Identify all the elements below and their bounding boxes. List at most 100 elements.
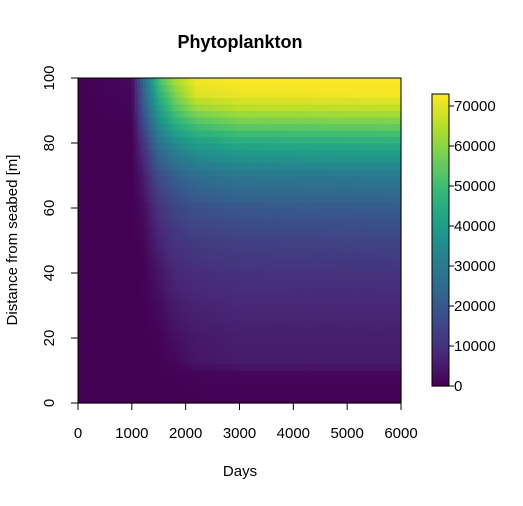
heatmap-cell [309, 370, 313, 378]
heatmap-cell [169, 383, 173, 391]
heatmap-cell [328, 377, 332, 385]
heatmap-cell [263, 351, 268, 359]
heatmap-cell [277, 117, 281, 125]
heatmap-cell [341, 234, 346, 242]
heatmap-cell [193, 292, 198, 300]
heatmap-cell [102, 338, 106, 346]
heatmap-cell [314, 169, 319, 177]
heatmap-cell [282, 149, 286, 157]
heatmap-cell [104, 143, 109, 151]
heatmap-cell [212, 104, 216, 112]
heatmap-cell [215, 377, 219, 385]
heatmap-cell [204, 325, 208, 333]
heatmap-cell [325, 390, 329, 398]
heatmap-cell [142, 234, 146, 242]
heatmap-cell [279, 208, 284, 216]
heatmap-cell [312, 143, 316, 151]
heatmap-cell [212, 221, 216, 229]
heatmap-cell [255, 201, 259, 209]
heatmap-cell [164, 247, 168, 255]
heatmap-cell [169, 357, 173, 365]
heatmap-cell [199, 110, 203, 118]
heatmap-cell [88, 260, 93, 268]
heatmap-cell [161, 84, 165, 92]
heatmap-cell [199, 325, 203, 333]
heatmap-cell [139, 266, 144, 274]
heatmap-cell [193, 325, 198, 333]
heatmap-cell [112, 240, 117, 248]
heatmap-cell [131, 240, 136, 248]
heatmap-cell [306, 130, 311, 138]
heatmap-cell [88, 351, 93, 359]
heatmap-cell [252, 383, 257, 391]
heatmap-cell [153, 357, 157, 365]
heatmap-cell [217, 383, 222, 391]
heatmap-cell [91, 286, 95, 294]
heatmap-cell [177, 273, 181, 281]
heatmap-cell [215, 227, 219, 235]
heatmap-cell [269, 182, 273, 190]
heatmap-cell [317, 91, 321, 99]
heatmap-cell [263, 149, 268, 157]
heatmap-cell [142, 91, 146, 99]
heatmap-cell [150, 175, 154, 183]
heatmap-cell [274, 182, 278, 190]
heatmap-cell [317, 149, 321, 157]
heatmap-cell [312, 253, 316, 261]
heatmap-cell [239, 299, 243, 307]
heatmap-cell [131, 156, 136, 164]
heatmap-cell [164, 260, 168, 268]
heatmap-cell [339, 227, 343, 235]
heatmap-cell [228, 143, 233, 151]
heatmap-cell [244, 201, 249, 209]
heatmap-cell [325, 312, 329, 320]
heatmap-cell [304, 351, 308, 359]
heatmap-cell [142, 156, 146, 164]
heatmap-cell [191, 312, 195, 320]
heatmap-cell [123, 338, 128, 346]
heatmap-cell [110, 143, 114, 151]
heatmap-cell [129, 299, 133, 307]
heatmap-cell [191, 84, 195, 92]
heatmap-cell [285, 357, 289, 365]
heatmap-cell [285, 104, 289, 112]
heatmap-cell [86, 390, 90, 398]
heatmap-cell [309, 221, 313, 229]
heatmap-cell [185, 318, 189, 326]
heatmap-cell [339, 188, 343, 196]
heatmap-cell [129, 110, 133, 118]
heatmap-cell [134, 169, 138, 177]
heatmap-cell [137, 279, 141, 287]
heatmap-cell [277, 110, 281, 118]
heatmap-cell [123, 260, 128, 268]
heatmap-cell [182, 266, 187, 274]
heatmap-cell [102, 110, 106, 118]
heatmap-cell [99, 260, 103, 268]
heatmap-cell [196, 123, 200, 131]
heatmap-cell [226, 370, 230, 378]
heatmap-cell [212, 156, 216, 164]
heatmap-cell [96, 195, 101, 203]
heatmap-cell [110, 208, 114, 216]
heatmap-cell [147, 117, 152, 125]
heatmap-cell [244, 357, 249, 365]
heatmap-cell [250, 390, 254, 398]
heatmap-cell [201, 182, 206, 190]
heatmap-cell [234, 318, 238, 326]
heatmap-cell [80, 305, 84, 313]
heatmap-cell [80, 136, 84, 144]
heatmap-cell [250, 351, 254, 359]
heatmap-cell [204, 383, 208, 391]
heatmap-cell [301, 143, 305, 151]
heatmap-cell [121, 208, 125, 216]
heatmap-cell [131, 130, 136, 138]
heatmap-cell [320, 370, 324, 378]
heatmap-cell [174, 84, 179, 92]
heatmap-cell [80, 97, 84, 105]
heatmap-cell [139, 383, 144, 391]
heatmap-cell [193, 318, 198, 326]
heatmap-cell [110, 260, 114, 268]
heatmap-cell [104, 78, 109, 86]
heatmap-cell [139, 188, 144, 196]
heatmap-cell [112, 162, 117, 170]
